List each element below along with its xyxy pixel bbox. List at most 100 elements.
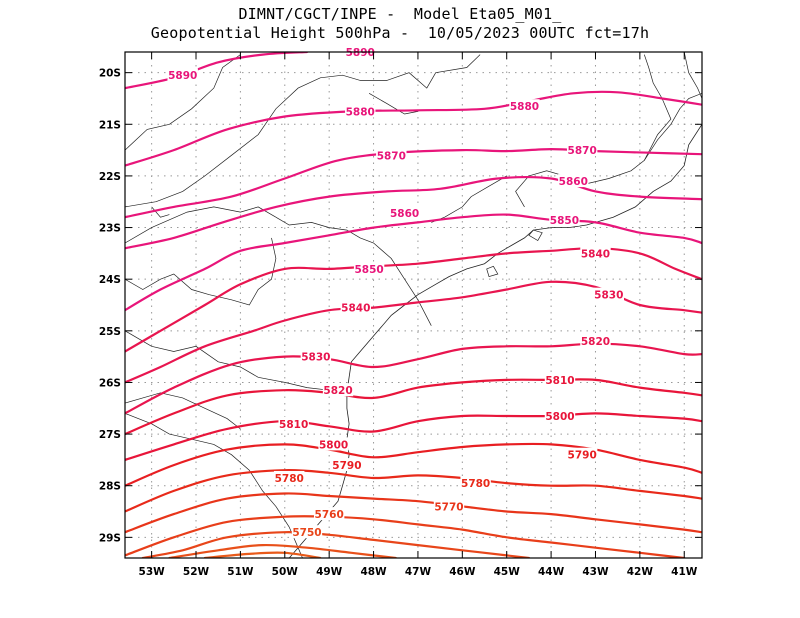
- lon-tick-label: 51W: [227, 566, 254, 578]
- contour-label-bg: [544, 372, 576, 386]
- contour-label-5870: 5870: [568, 145, 597, 157]
- state-border-line: [643, 54, 672, 161]
- contour-label-bg: [274, 470, 305, 484]
- lon-tick-label: 46W: [449, 566, 476, 578]
- contour-label-5850: 5850: [550, 215, 579, 227]
- contour-label-bg: [566, 143, 598, 157]
- contour-label-5840: 5840: [341, 303, 370, 315]
- state-border-line: [515, 92, 702, 208]
- lat-tick-label: 20S: [99, 68, 121, 80]
- contour-label-5890: 5890: [346, 47, 375, 59]
- contour-5820: [125, 342, 702, 415]
- contour-label-bg: [558, 174, 589, 188]
- contour-label-5830: 5830: [594, 290, 623, 302]
- contour-label-bg: [580, 334, 611, 348]
- contour-label-bg: [389, 206, 420, 220]
- state-border-line: [431, 175, 507, 223]
- lat-tick-label: 28S: [99, 481, 121, 493]
- lon-tick-label: 43W: [582, 566, 609, 578]
- lat-tick-label: 27S: [99, 429, 121, 441]
- lon-tick-label: 50W: [272, 566, 299, 578]
- state-border-line: [125, 330, 347, 394]
- state-border-line: [125, 413, 303, 558]
- state-border-line: [125, 54, 241, 151]
- contour-5870: [125, 148, 702, 219]
- state-border-line: [125, 54, 481, 208]
- contour-label-bg: [340, 300, 371, 314]
- contour-label-bg: [300, 349, 332, 363]
- lon-tick-label: 53W: [139, 566, 166, 578]
- lon-tick-label: 41W: [671, 566, 698, 578]
- contour-label-bg: [460, 476, 491, 490]
- contour-5780: [125, 469, 702, 513]
- state-border-line: [683, 52, 702, 99]
- lat-tick-label: 29S: [99, 532, 121, 544]
- contour-label-bg: [353, 261, 385, 275]
- contour-label-bg: [313, 507, 345, 521]
- contour-5840: [125, 247, 702, 353]
- lon-tick-label: 44W: [538, 566, 565, 578]
- contour-label-bg: [509, 99, 540, 113]
- contour-label-5890: 5890: [168, 70, 197, 82]
- state-border-line: [125, 392, 241, 430]
- contour-label-bg: [433, 499, 465, 513]
- height-contours: [125, 52, 702, 558]
- contour-label-5870: 5870: [377, 150, 406, 162]
- contour-5810: [125, 378, 702, 436]
- contour-label-5750: 5750: [292, 527, 321, 539]
- contour-label-5780: 5780: [275, 473, 304, 485]
- contour-label-5860: 5860: [390, 208, 419, 220]
- contour-label-5880: 5880: [510, 101, 539, 113]
- lat-tick-label: 25S: [99, 326, 121, 338]
- contour-5790: [125, 442, 702, 487]
- contour-5740: [168, 543, 397, 558]
- lon-tick-label: 48W: [360, 566, 387, 578]
- contour-label-5770: 5770: [434, 501, 463, 513]
- contour-label-5820: 5820: [581, 336, 610, 348]
- contour-5830: [125, 280, 702, 384]
- state-border-line: [368, 92, 418, 115]
- contour-label-5810: 5810: [545, 375, 574, 387]
- contour-label-5790: 5790: [568, 450, 597, 462]
- contour-label-5810: 5810: [279, 419, 308, 431]
- contour-label-bg: [593, 287, 624, 301]
- contour-label-bg: [167, 68, 198, 82]
- contour-label-bg: [566, 447, 598, 461]
- island-outline: [528, 229, 543, 241]
- contour-label-bg: [345, 104, 376, 118]
- contour-label-bg: [322, 383, 354, 397]
- contour-5880: [125, 90, 702, 167]
- contour-5860: [125, 175, 702, 250]
- state-border-line: [275, 216, 432, 326]
- lat-tick-label: 23S: [99, 223, 121, 235]
- state-borders: [125, 52, 702, 558]
- plot-frame: [124, 51, 703, 559]
- lon-tick-label: 42W: [627, 566, 654, 578]
- chart-title-line-2: Geopotential Height 500hPa - 10/05/2023 …: [150, 24, 650, 42]
- contour-5730: [203, 551, 322, 558]
- state-border-line: [125, 206, 277, 244]
- lon-tick-label: 45W: [494, 566, 521, 578]
- contour-label-5800: 5800: [319, 439, 348, 451]
- contour-5890: [125, 52, 309, 90]
- island-outline: [486, 265, 499, 278]
- contour-label-5800: 5800: [545, 411, 574, 423]
- state-border-line: [125, 237, 277, 306]
- contour-label-bg: [376, 148, 407, 162]
- contour-label-5860: 5860: [559, 176, 588, 188]
- contour-label-5830: 5830: [301, 352, 330, 364]
- contour-5760: [125, 515, 686, 558]
- contour-label-bg: [278, 416, 309, 430]
- contour-label-bg: [549, 212, 580, 226]
- lon-tick-label: 47W: [405, 566, 432, 578]
- contour-label-bg: [318, 437, 349, 451]
- contour-label-bg: [544, 409, 576, 423]
- lat-tick-label: 26S: [99, 377, 121, 389]
- contour-5850: [125, 213, 702, 312]
- contour-5800: [125, 412, 702, 461]
- lat-tick-label: 24S: [99, 274, 121, 286]
- lon-tick-label: 49W: [316, 566, 343, 578]
- lat-tick-label: 21S: [99, 119, 121, 131]
- contour-label-5820: 5820: [323, 385, 352, 397]
